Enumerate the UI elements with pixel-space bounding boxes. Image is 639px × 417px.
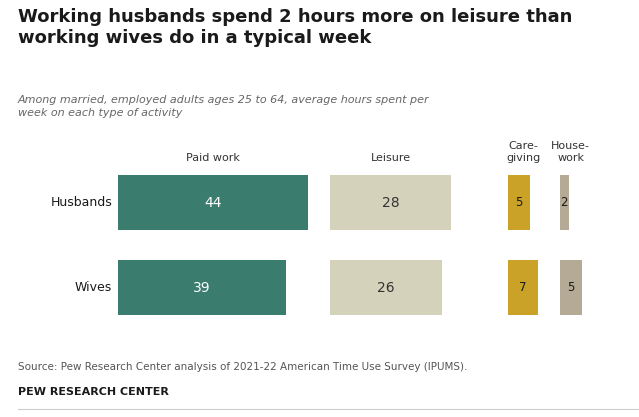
Text: 28: 28 xyxy=(381,196,399,209)
Text: Husbands: Husbands xyxy=(50,196,112,209)
Text: 26: 26 xyxy=(378,281,395,294)
Text: 7: 7 xyxy=(520,281,527,294)
Text: Source: Pew Research Center analysis of 2021-22 American Time Use Survey (IPUMS): Source: Pew Research Center analysis of … xyxy=(18,362,467,372)
Text: 5: 5 xyxy=(515,196,523,209)
Text: Paid work: Paid work xyxy=(186,153,240,163)
Text: Leisure: Leisure xyxy=(371,153,410,163)
Bar xyxy=(508,175,530,230)
Bar xyxy=(508,260,538,315)
Text: House-
work: House- work xyxy=(551,141,590,163)
Text: 44: 44 xyxy=(204,196,222,209)
Text: 5: 5 xyxy=(567,281,574,294)
Bar xyxy=(560,175,569,230)
Text: Among married, employed adults ages 25 to 64, average hours spent per
week on ea: Among married, employed adults ages 25 t… xyxy=(18,95,429,118)
Text: Wives: Wives xyxy=(75,281,112,294)
Text: Working husbands spend 2 hours more on leisure than
working wives do in a typica: Working husbands spend 2 hours more on l… xyxy=(18,8,573,47)
Bar xyxy=(560,260,581,315)
Bar xyxy=(118,175,308,230)
Text: PEW RESEARCH CENTER: PEW RESEARCH CENTER xyxy=(18,387,169,397)
Text: Care-
giving: Care- giving xyxy=(506,141,540,163)
Bar xyxy=(330,260,442,315)
Bar xyxy=(118,260,286,315)
Text: 39: 39 xyxy=(194,281,211,294)
Bar xyxy=(330,175,451,230)
Text: 2: 2 xyxy=(560,196,568,209)
